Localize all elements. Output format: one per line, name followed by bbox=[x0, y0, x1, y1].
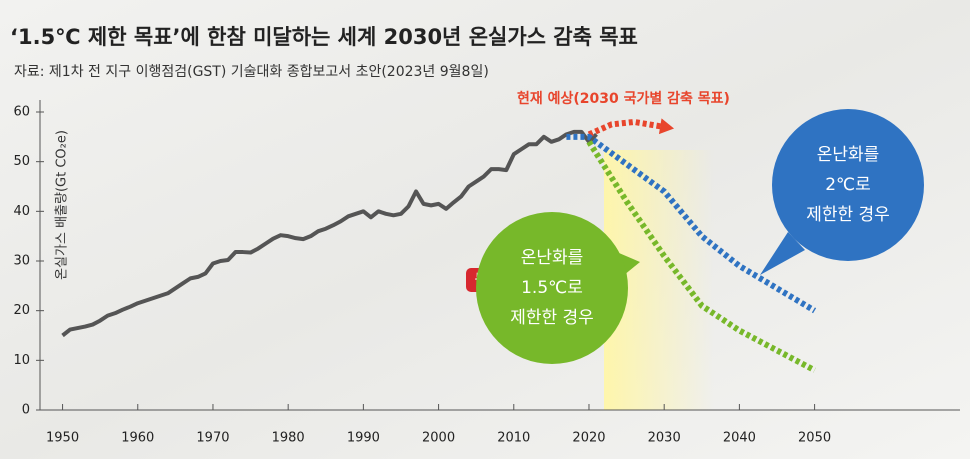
series-label: 현재 예상(2030 국가별 감축 목표) bbox=[517, 90, 730, 107]
projection-line bbox=[586, 140, 816, 373]
y-tick-label: 40 bbox=[13, 204, 30, 219]
y-tick-label: 10 bbox=[13, 353, 30, 368]
label-line: 온난화를 bbox=[817, 145, 880, 165]
label-line: 온난화를 bbox=[521, 248, 584, 268]
y-tick-label: 60 bbox=[13, 105, 30, 120]
y-tick-label: 50 bbox=[13, 154, 30, 169]
bubble bbox=[772, 109, 924, 261]
chart-subtitle: 자료: 제1차 전 지구 이행점검(GST) 기술대화 종합보고서 초안(202… bbox=[14, 64, 489, 80]
bubble bbox=[476, 212, 628, 364]
x-tick-label: 1990 bbox=[347, 431, 380, 446]
bubble-pointer bbox=[760, 232, 805, 275]
label-line: 1.5℃로 bbox=[521, 278, 583, 298]
x-tick-label: 1980 bbox=[272, 431, 305, 446]
arrow-head bbox=[658, 118, 675, 135]
x-tick-label: 2000 bbox=[422, 431, 455, 446]
projection-line bbox=[587, 118, 665, 138]
emission-line bbox=[61, 129, 598, 338]
y-axis-label: 온실가스 배출량(Gt CO₂e) bbox=[55, 130, 70, 280]
y-tick-label: 30 bbox=[13, 254, 30, 269]
x-tick-label: 2040 bbox=[723, 431, 756, 446]
label-line: 2℃로 bbox=[825, 175, 871, 195]
x-tick-label: 1950 bbox=[46, 431, 79, 446]
label-line: 제한한 경우 bbox=[510, 308, 594, 328]
label-line: 제한한 경우 bbox=[806, 205, 890, 225]
x-tick-label: 2020 bbox=[572, 431, 605, 446]
x-tick-label: 1960 bbox=[121, 431, 154, 446]
x-tick-label: 2010 bbox=[497, 431, 530, 446]
x-tick-label: 2050 bbox=[798, 431, 831, 446]
x-tick-label: 1970 bbox=[196, 431, 229, 446]
x-tick-label: 2030 bbox=[648, 431, 681, 446]
y-tick-label: 20 bbox=[13, 303, 30, 318]
chart-title: ‘1.5℃ 제한 목표’에 한참 미달하는 세계 2030년 온실가스 감축 목… bbox=[10, 25, 638, 49]
y-tick-label: 0 bbox=[22, 403, 30, 418]
